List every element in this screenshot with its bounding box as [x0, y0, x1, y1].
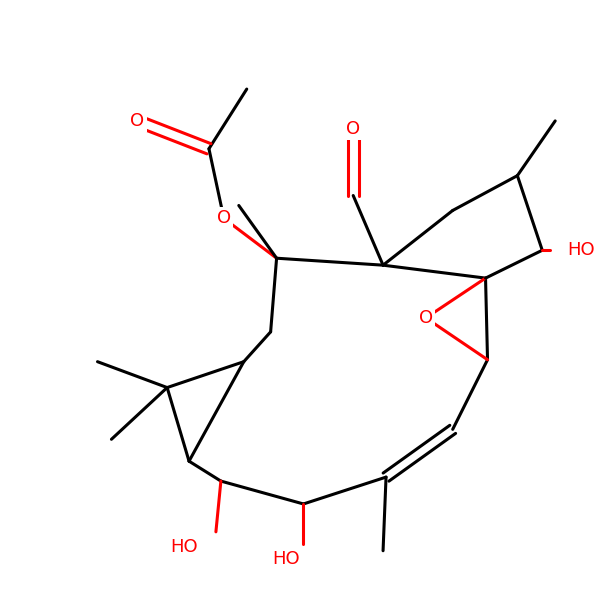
Text: HO: HO	[170, 538, 198, 556]
Text: HO: HO	[273, 550, 301, 568]
Text: O: O	[130, 112, 145, 130]
Text: HO: HO	[567, 241, 595, 259]
Text: O: O	[217, 209, 231, 227]
Text: O: O	[346, 120, 360, 138]
Text: O: O	[419, 309, 433, 327]
